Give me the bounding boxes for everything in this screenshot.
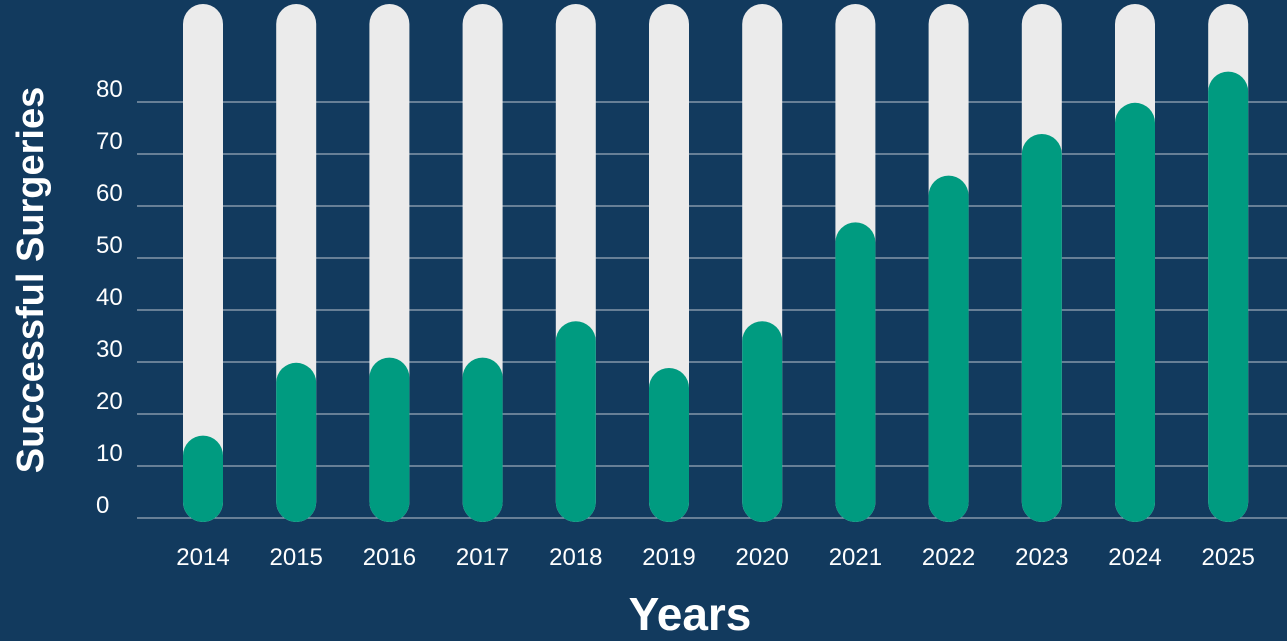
y-tick-label: 50: [96, 232, 123, 259]
y-tick-label: 30: [96, 336, 123, 363]
x-tick-label: 2016: [363, 544, 416, 571]
bar-track: [183, 4, 223, 522]
y-tick-label: 10: [96, 440, 123, 467]
x-tick-label: 2021: [829, 544, 882, 571]
bar: [835, 222, 876, 522]
x-axis-ticks: 2014 2015 2016 2017 2018 2019 2020 2021 2022 2023…: [176, 544, 1255, 571]
y-tick-label: 70: [96, 128, 123, 155]
y-tick-label: 40: [96, 284, 123, 311]
bar: [928, 175, 969, 522]
bar: [1115, 102, 1155, 523]
bar: [1021, 134, 1062, 522]
y-tick-label: 60: [96, 180, 123, 207]
bar: [742, 321, 783, 522]
y-tick-label: 80: [96, 76, 123, 103]
x-tick-label: 2020: [736, 544, 789, 571]
y-tick-label: 20: [96, 388, 123, 415]
y-axis-title: Successful Surgeries: [10, 87, 52, 474]
bar: [183, 435, 223, 522]
x-tick-label: 2024: [1108, 544, 1161, 571]
gridlines: [137, 101, 1287, 519]
y-axis-ticks: 0 10 20 30 40 50 60 70 80: [96, 76, 123, 519]
bar: [369, 357, 410, 522]
bar: [555, 321, 596, 522]
x-tick-label: 2022: [922, 544, 975, 571]
bar: [649, 368, 689, 522]
x-axis-title: Years: [629, 588, 752, 640]
x-tick-label: 2015: [270, 544, 323, 571]
bar: [1208, 71, 1249, 522]
bar: [462, 357, 503, 522]
x-tick-label: 2017: [456, 544, 509, 571]
bars: [183, 4, 1249, 523]
bar: [276, 362, 317, 522]
x-tick-label: 2014: [176, 544, 229, 571]
x-tick-label: 2018: [549, 544, 602, 571]
x-tick-label: 2023: [1015, 544, 1068, 571]
x-tick-label: 2019: [642, 544, 695, 571]
y-tick-label: 0: [96, 492, 109, 519]
x-tick-label: 2025: [1202, 544, 1255, 571]
